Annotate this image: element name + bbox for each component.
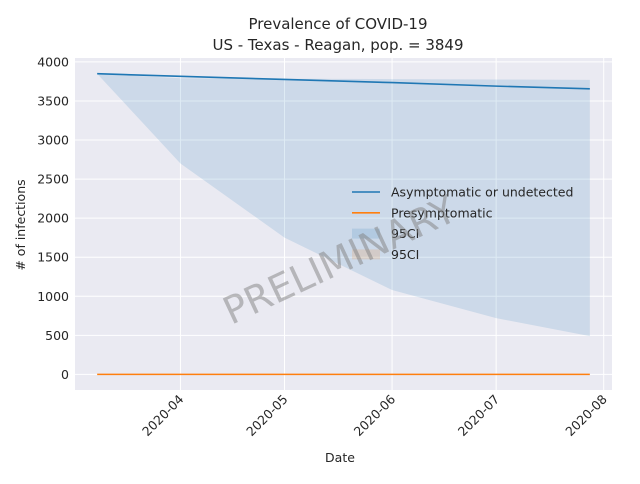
legend-label: Presymptomatic — [391, 205, 493, 220]
chart-title: Prevalence of COVID-19 — [248, 15, 427, 33]
y-tick-label: 4000 — [37, 54, 69, 69]
chart-subtitle: US - Texas - Reagan, pop. = 3849 — [212, 36, 463, 54]
y-tick-label: 2000 — [37, 211, 69, 226]
y-tick-label: 2500 — [37, 172, 69, 187]
ci-band — [97, 73, 590, 337]
y-tick-label: 3000 — [37, 133, 69, 148]
legend-label: 95CI — [391, 226, 419, 241]
plot-area — [75, 58, 612, 390]
x-axis-label: Date — [325, 450, 355, 465]
legend: Asymptomatic or undetected Presymptomatic… — [352, 185, 573, 262]
y-tick-label: 500 — [45, 328, 69, 343]
legend-band-swatch — [352, 228, 380, 239]
y-tick-label: 1000 — [37, 289, 69, 304]
legend-label: 95CI — [391, 247, 419, 262]
legend-label: Asymptomatic or undetected — [391, 185, 573, 200]
y-tick-label: 0 — [61, 367, 69, 382]
y-tick-labels: 0 500 1000 1500 2000 2500 3000 3500 4000 — [37, 54, 69, 381]
grid — [75, 58, 612, 390]
y-axis-label: # of infections — [13, 179, 28, 270]
y-tick-label: 3500 — [37, 93, 69, 108]
series-lines — [97, 72, 590, 376]
legend-band-swatch — [352, 249, 380, 260]
series-line — [97, 72, 590, 90]
confidence-bands — [97, 73, 590, 337]
y-tick-label: 1500 — [37, 250, 69, 265]
